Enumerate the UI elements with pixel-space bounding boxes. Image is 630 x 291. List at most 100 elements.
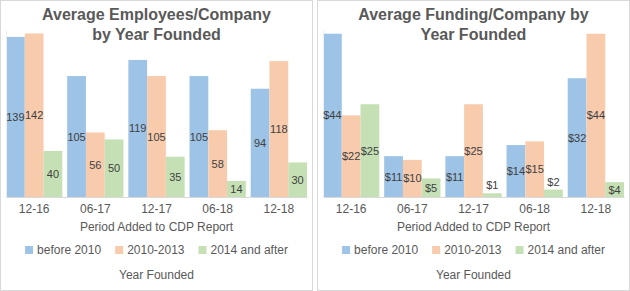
- bar: [586, 34, 605, 197]
- data-label: 40: [47, 168, 59, 180]
- data-label: $44: [587, 109, 605, 121]
- chart-svg: Average Employees/Companyby Year Founded…: [0, 0, 630, 291]
- bar: [445, 156, 464, 197]
- legend-item: 2010-2013: [432, 243, 502, 257]
- data-label: $2: [547, 176, 559, 188]
- data-label: 14: [230, 183, 242, 195]
- bar: [269, 61, 288, 197]
- data-label: 105: [67, 131, 85, 143]
- x-tick: 06-18: [202, 197, 233, 216]
- bar: [403, 160, 422, 197]
- legend: before 2010 2010-2013 2014 and after: [342, 243, 605, 257]
- bar: [342, 115, 361, 197]
- x-tick: 12-16: [336, 197, 367, 216]
- legend-swatch: [115, 246, 123, 254]
- x-axis-line: [7, 197, 308, 198]
- x-tick: 06-18: [519, 197, 550, 216]
- x-tick-label: 06-17: [80, 202, 111, 216]
- bar: [544, 190, 563, 197]
- x-tick-label: 12-17: [458, 202, 489, 216]
- data-label: $22: [342, 150, 360, 162]
- bars: [323, 34, 624, 197]
- data-labels: $44$11$11$14$32$22$10$25$15$44$25$5$1$2$…: [323, 109, 621, 195]
- bar: [605, 182, 624, 197]
- bar: [361, 104, 380, 197]
- legend-swatch: [199, 246, 207, 254]
- chart-root: Average Employees/Companyby Year Founded…: [0, 0, 630, 291]
- bar: [288, 162, 307, 197]
- legend-label: before 2010: [37, 243, 101, 257]
- bar: [128, 60, 147, 197]
- x-axis-line: [324, 197, 625, 198]
- data-label: $32: [568, 132, 586, 144]
- data-label: 56: [89, 159, 101, 171]
- data-label: 35: [169, 171, 181, 183]
- data-label: 30: [291, 174, 303, 186]
- legend-swatch: [342, 246, 350, 254]
- x-tick-label: 12-17: [141, 202, 172, 216]
- x-tick: 12-16: [19, 197, 50, 216]
- legend-item: before 2010: [25, 243, 101, 257]
- chart-panel: Average Funding/Company byYear Founded 12…: [318, 1, 630, 291]
- x-tick-label: 06-18: [519, 202, 550, 216]
- legend-swatch: [516, 246, 524, 254]
- x-axis-title: Period Added to CDP Report: [80, 220, 234, 234]
- bar: [105, 139, 124, 197]
- data-label: $15: [525, 163, 543, 175]
- legend-item: 2014 and after: [516, 243, 605, 257]
- data-label: 58: [212, 158, 224, 170]
- bar: [507, 145, 526, 197]
- legend-title: Year Founded: [436, 268, 511, 282]
- x-tick: 12-17: [141, 197, 172, 216]
- x-tick: 12-18: [264, 197, 295, 216]
- bars: [6, 33, 307, 197]
- data-label: $14: [507, 165, 525, 177]
- x-tick-label: 12-18: [581, 202, 612, 216]
- legend-item: before 2010: [342, 243, 418, 257]
- data-label: $25: [464, 145, 482, 157]
- bar: [483, 193, 502, 197]
- bar: [525, 141, 544, 197]
- x-tick: 12-18: [581, 197, 612, 216]
- data-label: $1: [486, 179, 498, 191]
- x-axis: 12-16 06-17 12-17 06-18 12-18: [7, 197, 308, 216]
- chart-title: Average Funding/Company byYear Founded: [358, 6, 589, 43]
- legend: before 2010 2010-2013 2014 and after: [25, 243, 288, 257]
- x-tick: 06-17: [397, 197, 428, 216]
- bar: [6, 37, 25, 197]
- data-label: 119: [129, 122, 147, 134]
- legend-label: 2014 and after: [211, 243, 288, 257]
- x-axis-title: Period Added to CDP Report: [397, 220, 551, 234]
- x-tick-label: 06-18: [202, 202, 233, 216]
- panel-border: [318, 1, 630, 291]
- data-label: 94: [254, 137, 266, 149]
- bar: [67, 76, 86, 197]
- x-tick-label: 12-18: [264, 202, 295, 216]
- data-label: $10: [403, 172, 421, 184]
- bar: [190, 76, 209, 197]
- data-label: $44: [323, 109, 341, 121]
- legend-label: 2010-2013: [127, 243, 185, 257]
- panel-border: [1, 1, 313, 291]
- bar: [166, 157, 185, 197]
- x-tick-label: 12-16: [19, 202, 50, 216]
- data-label: 50: [108, 162, 120, 174]
- data-label: 105: [190, 131, 208, 143]
- legend-swatch: [25, 246, 33, 254]
- x-tick: 06-17: [80, 197, 111, 216]
- bar: [568, 78, 587, 197]
- bar: [251, 89, 270, 197]
- bar: [464, 104, 483, 197]
- bar: [422, 178, 441, 197]
- bar: [323, 34, 342, 197]
- x-axis: 12-16 06-17 12-17 06-18 12-18: [324, 197, 625, 216]
- data-label: 142: [25, 109, 43, 121]
- bar: [208, 130, 227, 197]
- legend-label: 2014 and after: [528, 243, 605, 257]
- bar: [86, 133, 105, 197]
- legend-item: 2010-2013: [115, 243, 185, 257]
- chart-title: Average Employees/Companyby Year Founded: [42, 6, 271, 43]
- bar: [227, 181, 246, 197]
- x-tick: 12-17: [458, 197, 489, 216]
- data-label: 118: [270, 123, 288, 135]
